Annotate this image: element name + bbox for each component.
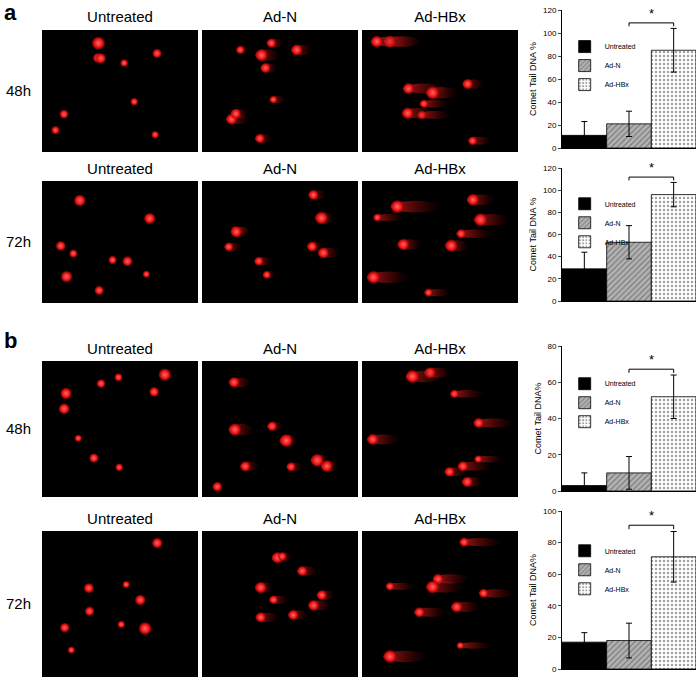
html-text:Ad-N: Ad-N (262, 340, 298, 357)
svg-text:Comet Tail DNA%: Comet Tail DNA% (528, 554, 538, 626)
svg-text:Ad-N: Ad-N (605, 220, 621, 227)
html-text:Untreated: Untreated (87, 160, 153, 177)
svg-text:Untreated: Untreated (605, 380, 636, 387)
svg-text:0: 0 (552, 487, 557, 496)
svg-text:Comet Tail DNA%: Comet Tail DNA% (533, 383, 543, 455)
html-text:72h: 72h (6, 233, 31, 250)
svg-text:60: 60 (547, 75, 556, 84)
svg-text:Ad-HBx: Ad-HBx (605, 586, 630, 593)
html-text:72h: 72h (6, 595, 31, 612)
svg-text:0: 0 (552, 144, 557, 153)
html-text:Ad-N: Ad-N (262, 510, 298, 527)
html-text:a: a (4, 0, 17, 25)
svg-text:100: 100 (543, 29, 557, 38)
svg-text:Ad-HBx: Ad-HBx (605, 81, 630, 88)
svg-text:Ad-N: Ad-N (605, 567, 621, 574)
html-text:Ad-N: Ad-N (262, 160, 298, 177)
svg-text:*: * (649, 352, 654, 367)
svg-text:Untreated: Untreated (605, 43, 636, 50)
svg-text:80: 80 (547, 342, 556, 351)
svg-text:*: * (649, 160, 654, 175)
svg-text:40: 40 (547, 414, 556, 423)
html-text:48h: 48h (6, 82, 31, 99)
svg-text:60: 60 (547, 378, 556, 387)
svg-text:60: 60 (547, 230, 556, 239)
svg-text:Comet Tail DNA %: Comet Tail DNA % (528, 198, 538, 272)
svg-text:0: 0 (552, 297, 557, 306)
html-text:Ad-N: Ad-N (262, 8, 298, 25)
svg-text:Ad-HBx: Ad-HBx (605, 418, 630, 425)
html-text:Ad-HBx: Ad-HBx (414, 160, 466, 177)
svg-text:20: 20 (547, 121, 556, 130)
svg-text:Untreated: Untreated (605, 201, 636, 208)
svg-text:20: 20 (547, 275, 556, 284)
svg-text:120: 120 (543, 164, 557, 173)
svg-text:20: 20 (547, 633, 556, 642)
html-text:Ad-HBx: Ad-HBx (414, 510, 466, 527)
html-text:Untreated: Untreated (87, 8, 153, 25)
svg-text:100: 100 (543, 507, 557, 516)
html-text:Ad-HBx: Ad-HBx (414, 8, 466, 25)
svg-text:Ad-N: Ad-N (605, 399, 621, 406)
svg-text:Ad-HBx: Ad-HBx (605, 239, 630, 246)
svg-text:*: * (649, 508, 654, 523)
svg-text:80: 80 (547, 538, 556, 547)
svg-text:80: 80 (547, 52, 556, 61)
svg-text:Untreated: Untreated (605, 548, 636, 555)
html-text:Ad-HBx: Ad-HBx (414, 340, 466, 357)
html-text:Untreated: Untreated (87, 510, 153, 527)
html-text:Untreated: Untreated (87, 340, 153, 357)
svg-text:Ad-N: Ad-N (605, 62, 621, 69)
html-text:48h: 48h (6, 420, 31, 437)
svg-text:120: 120 (543, 6, 557, 15)
svg-text:40: 40 (547, 252, 556, 261)
svg-text:40: 40 (547, 602, 556, 611)
svg-text:Comet Tail DNA %: Comet Tail DNA % (528, 42, 538, 116)
svg-text:80: 80 (547, 208, 556, 217)
svg-text:20: 20 (547, 451, 556, 460)
svg-text:0: 0 (552, 665, 557, 674)
svg-text:40: 40 (547, 98, 556, 107)
html-text:b: b (4, 328, 18, 353)
svg-text:*: * (649, 6, 654, 21)
svg-text:60: 60 (547, 570, 556, 579)
svg-text:100: 100 (543, 186, 557, 195)
